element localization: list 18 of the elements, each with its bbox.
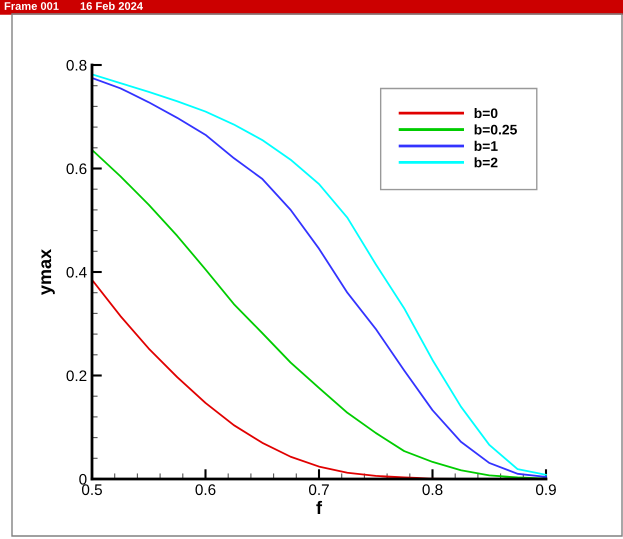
y-tick-label: 0.2: [66, 370, 86, 382]
x-tick-label: 0.9: [536, 484, 556, 496]
y-axis-title: ymax: [41, 249, 55, 295]
legend-label: b=2: [474, 157, 498, 168]
x-tick-label: 0.6: [195, 484, 216, 496]
y-tick-label: 0.8: [66, 60, 86, 71]
y-tick-label: 0.6: [66, 163, 86, 174]
x-tick-label: 0.5: [82, 484, 102, 496]
x-tick-label: 0.7: [308, 484, 329, 496]
text: 16 Feb 2024: [80, 2, 143, 10]
x-axis-title: f: [316, 500, 322, 514]
x-tick-label: 0.8: [422, 484, 442, 496]
y-tick-label: 0.4: [66, 266, 87, 278]
legend-label: b=0: [474, 108, 498, 118]
y-tick-label: 0: [79, 474, 87, 485]
text: Frame 001: [4, 2, 59, 10]
legend-label: b=0.25: [474, 124, 517, 135]
legend-label: b=1: [474, 140, 498, 151]
